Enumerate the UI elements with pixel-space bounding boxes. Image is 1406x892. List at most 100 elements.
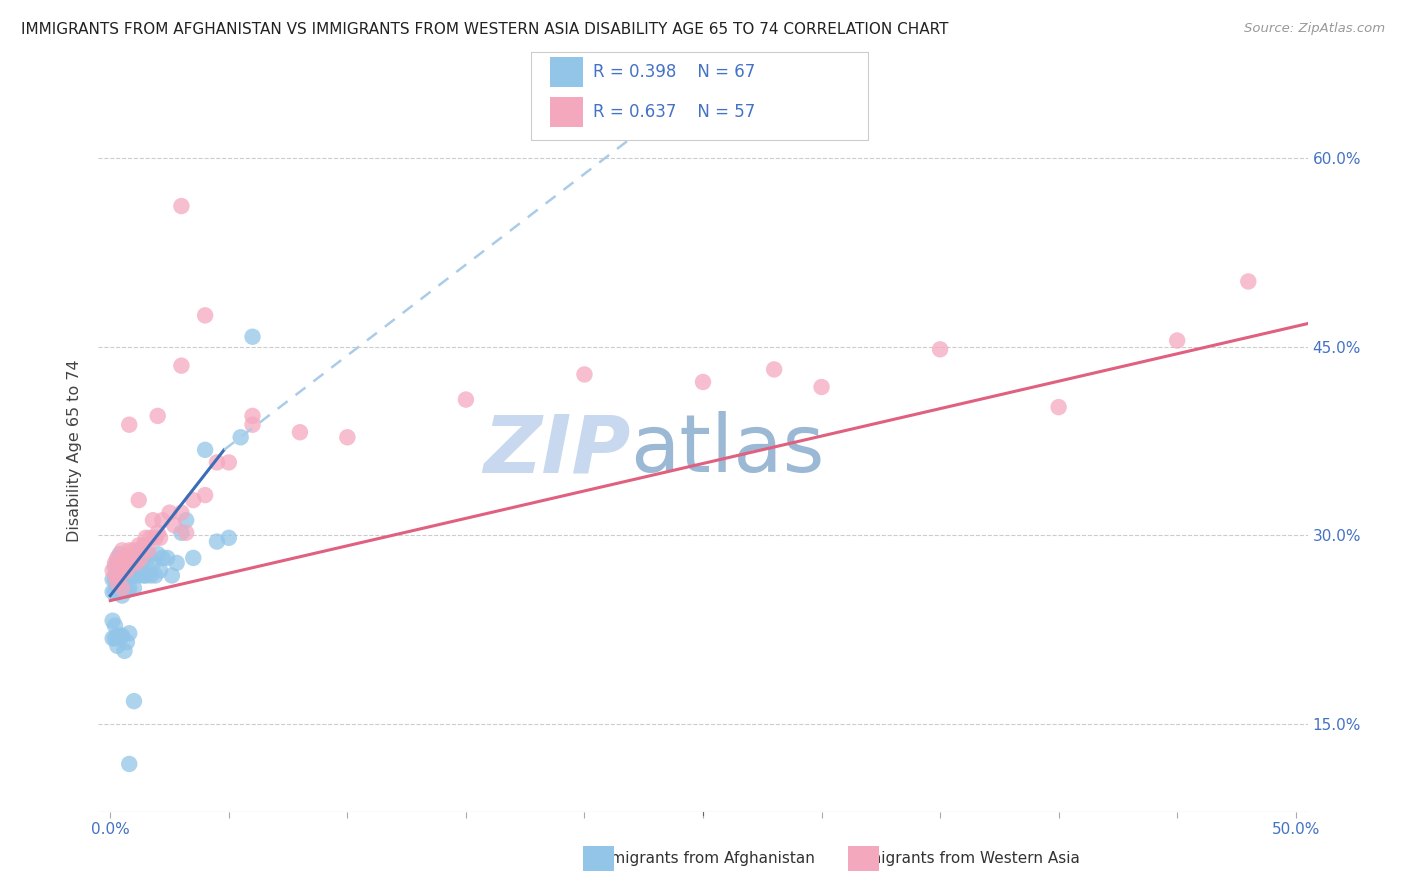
Point xyxy=(108,581,131,595)
Point xyxy=(152,550,174,565)
Point xyxy=(166,556,188,570)
Point xyxy=(174,525,197,540)
Point xyxy=(159,506,181,520)
Point xyxy=(111,553,134,567)
Point xyxy=(288,425,311,440)
Point xyxy=(242,417,264,432)
Point xyxy=(146,409,169,423)
Point xyxy=(143,531,166,545)
Point xyxy=(122,543,145,558)
Text: Immigrants from Afghanistan: Immigrants from Afghanistan xyxy=(591,851,815,865)
Point xyxy=(105,578,128,592)
Point xyxy=(810,380,832,394)
Point xyxy=(111,543,134,558)
Point xyxy=(114,550,136,565)
Point xyxy=(114,581,136,595)
Point xyxy=(105,550,128,565)
Point xyxy=(104,568,127,582)
Point xyxy=(242,330,264,344)
Point xyxy=(108,547,131,561)
Point xyxy=(135,568,157,582)
Point xyxy=(104,584,127,599)
Point xyxy=(105,566,128,580)
Point xyxy=(763,362,786,376)
Point xyxy=(105,639,128,653)
Point xyxy=(111,564,134,578)
Point xyxy=(108,629,131,643)
Point xyxy=(149,564,172,578)
Point xyxy=(181,550,204,565)
Point xyxy=(170,525,193,540)
Point xyxy=(118,556,141,570)
Point xyxy=(128,493,150,508)
Point xyxy=(149,531,172,545)
Point xyxy=(142,513,165,527)
Point xyxy=(692,375,714,389)
Point xyxy=(146,547,169,561)
Point xyxy=(205,455,228,469)
Point xyxy=(118,756,141,771)
Point xyxy=(170,506,193,520)
Point xyxy=(125,564,148,578)
Point xyxy=(121,553,143,567)
Point xyxy=(143,568,166,582)
Point xyxy=(115,571,138,585)
Point xyxy=(105,553,128,567)
Point xyxy=(101,584,124,599)
Point xyxy=(101,564,124,578)
Point xyxy=(929,343,952,357)
Point xyxy=(101,614,124,628)
Point xyxy=(181,493,204,508)
Point xyxy=(125,556,148,570)
Point xyxy=(194,442,217,457)
Point xyxy=(114,564,136,578)
Point xyxy=(118,568,141,582)
Point xyxy=(115,558,138,573)
Point xyxy=(574,368,596,382)
Point xyxy=(101,572,124,586)
Point xyxy=(142,556,165,570)
Point xyxy=(454,392,477,407)
Point xyxy=(170,359,193,373)
Point xyxy=(118,581,141,595)
Point xyxy=(121,556,143,570)
Point xyxy=(118,556,141,570)
Point xyxy=(118,626,141,640)
Point xyxy=(114,644,136,658)
Point xyxy=(101,632,124,646)
Point xyxy=(104,559,127,574)
Text: R = 0.398    N = 67: R = 0.398 N = 67 xyxy=(593,63,755,81)
Point xyxy=(336,430,359,444)
Point xyxy=(1047,400,1070,414)
Point xyxy=(135,531,157,545)
Point xyxy=(115,550,138,565)
Point xyxy=(170,199,193,213)
Point xyxy=(218,531,240,545)
Point xyxy=(108,556,131,570)
Point xyxy=(104,619,127,633)
Point xyxy=(194,488,217,502)
Point xyxy=(122,553,145,567)
Point xyxy=(114,556,136,570)
Point xyxy=(1237,275,1260,289)
Point xyxy=(108,568,131,582)
Text: IMMIGRANTS FROM AFGHANISTAN VS IMMIGRANTS FROM WESTERN ASIA DISABILITY AGE 65 TO: IMMIGRANTS FROM AFGHANISTAN VS IMMIGRANT… xyxy=(21,22,949,37)
Point xyxy=(111,576,134,591)
Point xyxy=(194,309,217,323)
Point xyxy=(156,550,179,565)
Point xyxy=(229,430,252,444)
Point xyxy=(104,556,127,570)
Point xyxy=(146,525,169,540)
Point xyxy=(118,417,141,432)
Point xyxy=(132,568,155,582)
Point xyxy=(108,566,131,580)
Point xyxy=(122,568,145,582)
Point xyxy=(121,568,143,582)
Point xyxy=(160,568,183,582)
Text: Immigrants from Western Asia: Immigrants from Western Asia xyxy=(846,851,1080,865)
Point xyxy=(128,543,150,558)
Y-axis label: Disability Age 65 to 74: Disability Age 65 to 74 xyxy=(67,359,83,541)
Point xyxy=(115,564,138,578)
Point xyxy=(111,629,134,643)
Point xyxy=(139,568,162,582)
